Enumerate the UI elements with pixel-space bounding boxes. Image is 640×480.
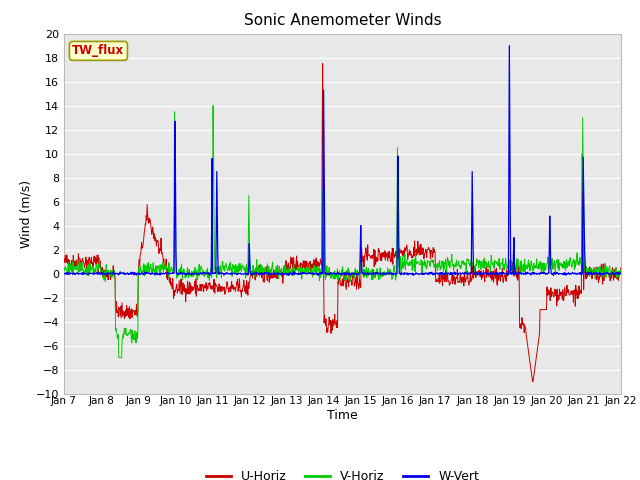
Y-axis label: Wind (m/s): Wind (m/s) (20, 180, 33, 248)
Title: Sonic Anemometer Winds: Sonic Anemometer Winds (244, 13, 441, 28)
Legend: U-Horiz, V-Horiz, W-Vert: U-Horiz, V-Horiz, W-Vert (201, 465, 484, 480)
Text: TW_flux: TW_flux (72, 44, 124, 58)
X-axis label: Time: Time (327, 409, 358, 422)
